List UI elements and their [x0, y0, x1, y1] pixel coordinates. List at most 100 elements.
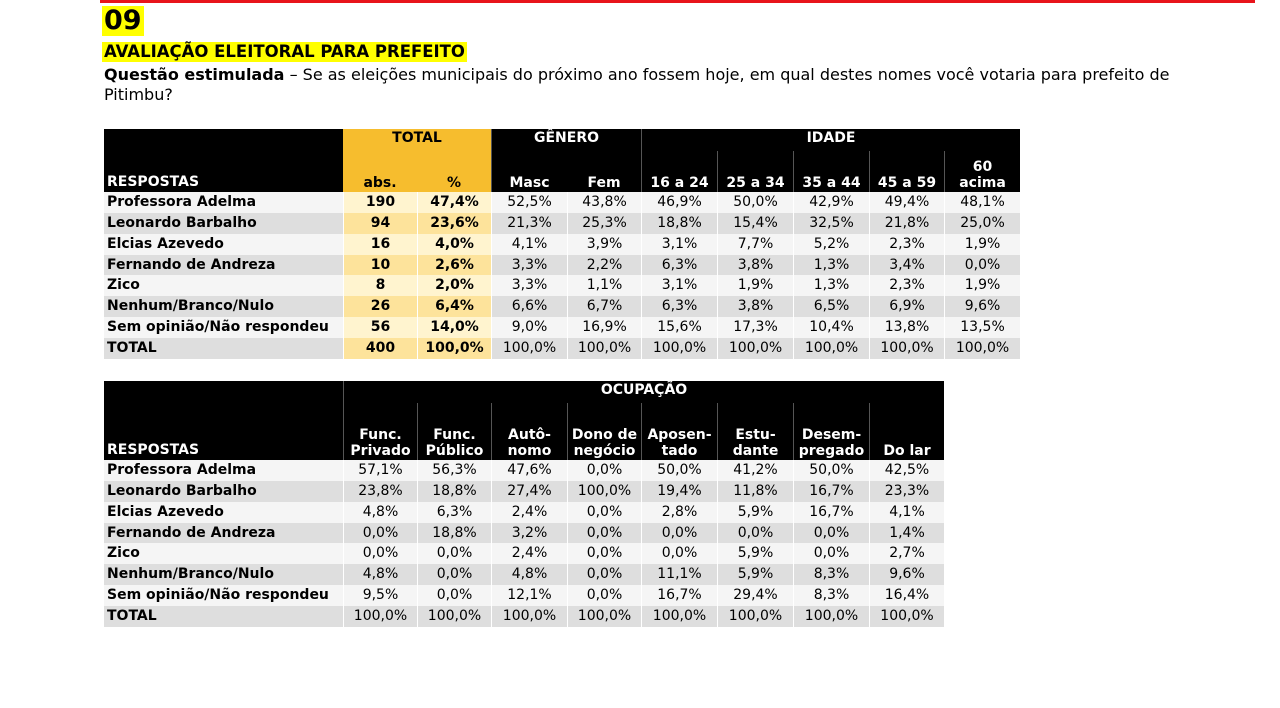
table-cell: 2,3%: [869, 233, 945, 255]
table-cell: 23,8%: [343, 480, 417, 502]
table-cell: 400: [343, 338, 417, 360]
table-cell: 6,9%: [869, 296, 945, 318]
table-cell: 16,7%: [793, 501, 869, 523]
table-cell: 1,9%: [717, 275, 794, 297]
question-text: Questão estimulada – Se as eleições muni…: [104, 65, 1214, 105]
table-cell: 16,4%: [869, 585, 944, 607]
table-cell: 47,4%: [417, 191, 492, 213]
table-cell: 100,0%: [717, 606, 793, 628]
table-row: Elcias Azevedo 4,8% 6,3% 2,4% 0,0% 2,8% 5,9% 16…: [104, 501, 944, 523]
table-cell: 0,0%: [717, 522, 793, 544]
table-cell: 0,0%: [567, 564, 641, 586]
table-cell: 2,4%: [491, 543, 567, 565]
header-col-pct: %: [417, 150, 492, 192]
table-cell: 16,7%: [641, 585, 717, 607]
header-col-occupation: Dono de negócio: [567, 402, 641, 460]
header-line1: Aposen-: [647, 426, 712, 443]
table-row: Elcias Azevedo 16 4,0% 4,1% 3,9% 3,1% 7,7% 5,2%…: [104, 233, 1021, 255]
table-cell: 0,0%: [567, 522, 641, 544]
table-row: Professora Adelma 57,1% 56,3% 47,6% 0,0% 50,0…: [104, 459, 944, 481]
table-cell: 23,3%: [869, 480, 944, 502]
row-label: Nenhum/Branco/Nulo: [104, 296, 343, 318]
table-cell: 0,0%: [567, 501, 641, 523]
table-cell: 19,4%: [641, 480, 717, 502]
table-cell: 100,0%: [869, 606, 944, 628]
header-group-ocupacao: OCUPAÇÃO: [343, 381, 944, 403]
header-col-60-acima: 60 acima: [944, 150, 1021, 192]
header-col-occupation: Func. Público: [417, 402, 491, 460]
table-cell: 11,8%: [717, 480, 793, 502]
header-group-idade: IDADE: [641, 129, 1021, 151]
row-label: Professora Adelma: [104, 191, 343, 213]
table-cell: 16,9%: [567, 317, 642, 339]
table-cell: 5,9%: [717, 501, 793, 523]
section-number: 09: [102, 5, 144, 36]
table-cell: 4,8%: [343, 501, 417, 523]
row-label: TOTAL: [104, 338, 343, 360]
table-cell: 9,6%: [944, 296, 1021, 318]
table-cell: 5,2%: [793, 233, 870, 255]
table-cell: 0,0%: [641, 522, 717, 544]
table-cell: 94: [343, 212, 417, 234]
table-cell: 16: [343, 233, 417, 255]
table-cell: 18,8%: [417, 480, 491, 502]
table-cell: 13,8%: [869, 317, 945, 339]
table-cell: 100,0%: [343, 606, 417, 628]
table-cell: 100,0%: [641, 338, 718, 360]
header-line1: Estu-: [735, 426, 776, 443]
row-label: Nenhum/Branco/Nulo: [104, 564, 343, 586]
table-cell: 100,0%: [869, 338, 945, 360]
table-cell: 47,6%: [491, 459, 567, 481]
row-label: Leonardo Barbalho: [104, 480, 343, 502]
table-cell: 3,4%: [869, 254, 945, 276]
header-line2: tado: [661, 442, 698, 459]
row-label: Fernando de Andreza: [104, 522, 343, 544]
table-cell: 42,9%: [793, 191, 870, 213]
table-cell: 6,7%: [567, 296, 642, 318]
table-cell: 15,6%: [641, 317, 718, 339]
table-cell: 43,8%: [567, 191, 642, 213]
table-cell: 7,7%: [717, 233, 794, 255]
header-col-45-59: 45 a 59: [869, 150, 945, 192]
table-cell: 1,9%: [944, 275, 1021, 297]
table-cell: 4,8%: [343, 564, 417, 586]
table-cell: 6,6%: [491, 296, 568, 318]
table-cell: 100,0%: [417, 338, 492, 360]
header-group-total: TOTAL: [343, 129, 492, 151]
table-cell: 2,4%: [491, 501, 567, 523]
table-cell: 4,8%: [491, 564, 567, 586]
table-cell: 6,3%: [641, 254, 718, 276]
table-cell: 3,9%: [567, 233, 642, 255]
header-line2: Público: [425, 442, 484, 459]
table-cell: 50,0%: [793, 459, 869, 481]
header-col-abs: abs.: [343, 150, 417, 192]
table-cell: 29,4%: [717, 585, 793, 607]
table-cell: 25,0%: [944, 212, 1021, 234]
table-cell: 11,1%: [641, 564, 717, 586]
table-cell: 9,0%: [491, 317, 568, 339]
table-cell: 1,9%: [944, 233, 1021, 255]
table-cell: 3,8%: [717, 296, 794, 318]
table-cell: 2,7%: [869, 543, 944, 565]
header-line1: Func.: [359, 426, 402, 443]
table-cell: 0,0%: [343, 522, 417, 544]
table-cell: 6,3%: [641, 296, 718, 318]
table-row: Leonardo Barbalho 23,8% 18,8% 27,4% 100,0% 19…: [104, 480, 944, 502]
table-cell: 0,0%: [567, 585, 641, 607]
table-cell: 6,4%: [417, 296, 492, 318]
row-label: TOTAL: [104, 606, 343, 628]
table-cell: 23,6%: [417, 212, 492, 234]
table-cell: 190: [343, 191, 417, 213]
table-cell: 100,0%: [491, 606, 567, 628]
header-col-occupation: Estu-dante: [717, 402, 793, 460]
row-label: Elcias Azevedo: [104, 233, 343, 255]
table-cell: 1,3%: [793, 275, 870, 297]
table-row: Nenhum/Branco/Nulo 26 6,4% 6,6% 6,7% 6,3% 3,8%…: [104, 296, 1021, 318]
table-cell: 42,5%: [869, 459, 944, 481]
table-cell: 0,0%: [641, 543, 717, 565]
table-cell: 0,0%: [417, 543, 491, 565]
table-cell: 100,0%: [793, 338, 870, 360]
table-cell: 2,8%: [641, 501, 717, 523]
table-cell: 9,6%: [869, 564, 944, 586]
table-cell: 32,5%: [793, 212, 870, 234]
